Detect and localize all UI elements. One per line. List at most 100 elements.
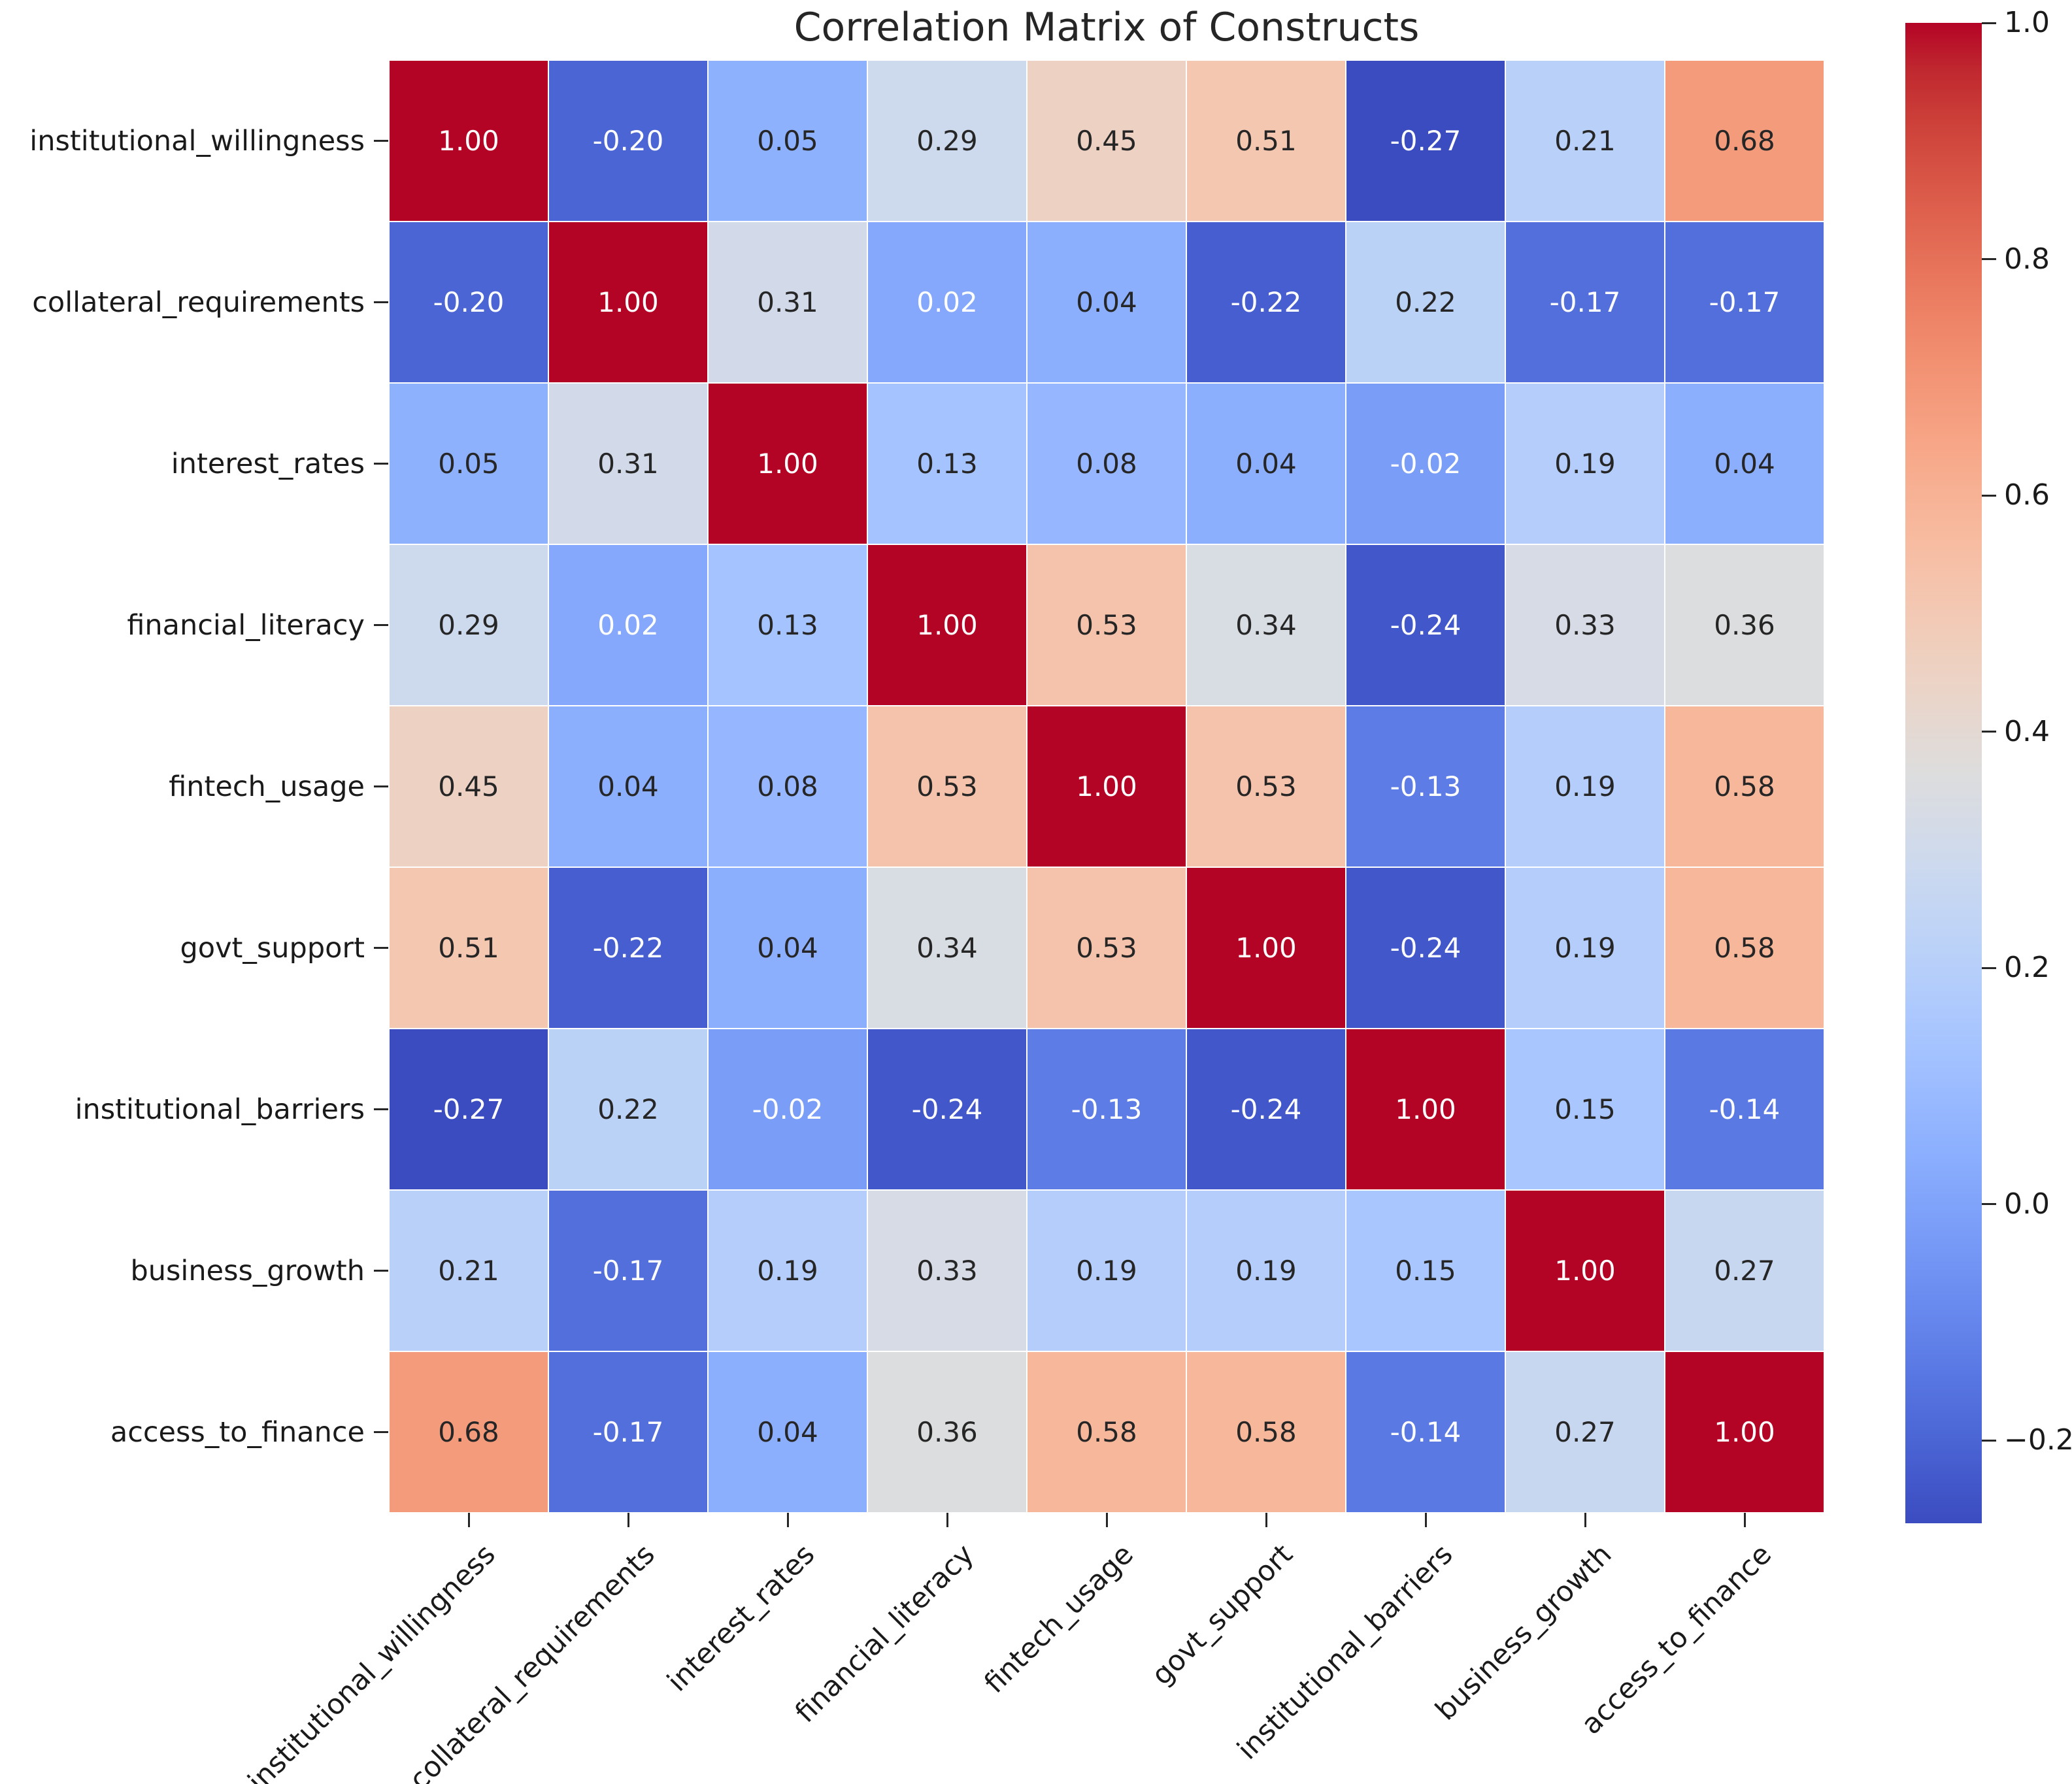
y-tick-label: access_to_finance bbox=[110, 1415, 365, 1449]
cell-value: -0.24 bbox=[1390, 609, 1462, 641]
cell-value: 1.00 bbox=[438, 125, 499, 157]
heatmap-cell: 0.29 bbox=[389, 544, 548, 706]
heatmap-cell: 0.36 bbox=[867, 1351, 1027, 1513]
cell-value: -0.22 bbox=[592, 932, 664, 964]
cell-value: 1.00 bbox=[916, 609, 978, 641]
y-tick-label: collateral_requirements bbox=[32, 286, 365, 319]
cell-value: 0.08 bbox=[1076, 448, 1137, 480]
cell-value: 0.31 bbox=[757, 286, 818, 318]
x-tick-mark bbox=[1424, 1513, 1427, 1527]
cell-value: 0.68 bbox=[438, 1416, 499, 1448]
cell-value: 0.15 bbox=[1395, 1255, 1456, 1287]
cell-value: -0.20 bbox=[433, 286, 505, 318]
heatmap-cell: 0.68 bbox=[389, 1351, 548, 1513]
x-tick-mark bbox=[1265, 1513, 1267, 1527]
heatmap-cell: 0.19 bbox=[1186, 1190, 1346, 1351]
cell-value: 0.22 bbox=[597, 1093, 659, 1125]
cell-value: 0.02 bbox=[597, 609, 659, 641]
cell-value: -0.24 bbox=[1230, 1093, 1302, 1125]
cell-value: 0.08 bbox=[757, 770, 818, 802]
cell-value: 0.04 bbox=[1235, 448, 1297, 480]
cell-value: 0.36 bbox=[916, 1416, 978, 1448]
heatmap-cell: -0.27 bbox=[1346, 60, 1505, 222]
y-tick-mark bbox=[374, 463, 388, 465]
heatmap-cell: 0.15 bbox=[1346, 1190, 1505, 1351]
cell-value: 1.00 bbox=[1554, 1255, 1616, 1287]
cell-value: 0.45 bbox=[438, 770, 499, 802]
cell-value: -0.27 bbox=[1390, 125, 1462, 157]
y-tick-mark bbox=[374, 1431, 388, 1433]
cell-value: 0.58 bbox=[1076, 1416, 1137, 1448]
heatmap-cell: 0.36 bbox=[1665, 544, 1824, 706]
heatmap-cell: 0.15 bbox=[1505, 1029, 1665, 1190]
cell-value: -0.20 bbox=[592, 125, 664, 157]
y-tick-mark bbox=[374, 947, 388, 949]
heatmap-cell: 0.19 bbox=[1505, 706, 1665, 867]
cell-value: 0.04 bbox=[757, 1416, 818, 1448]
heatmap-cell: 0.19 bbox=[1505, 867, 1665, 1029]
heatmap-cell: -0.17 bbox=[1505, 222, 1665, 383]
colorbar-tick-mark bbox=[1982, 731, 1996, 733]
cell-value: 0.13 bbox=[757, 609, 818, 641]
x-tick-label: financial_literacy bbox=[789, 1538, 981, 1730]
cell-value: 0.58 bbox=[1714, 932, 1775, 964]
cell-value: -0.02 bbox=[1390, 448, 1462, 480]
y-tick-mark bbox=[374, 1270, 388, 1272]
heatmap-cell: 0.04 bbox=[708, 1351, 867, 1513]
heatmap-cell: 0.53 bbox=[1186, 706, 1346, 867]
y-tick-mark bbox=[374, 624, 388, 626]
cell-value: 0.05 bbox=[438, 448, 499, 480]
x-tick-label: fintech_usage bbox=[978, 1538, 1141, 1700]
cell-value: 0.29 bbox=[916, 125, 978, 157]
heatmap-cell: -0.24 bbox=[1186, 1029, 1346, 1190]
cell-value: 0.19 bbox=[757, 1255, 818, 1287]
colorbar-tick-label: 0.0 bbox=[2004, 1187, 2050, 1221]
cell-value: 0.19 bbox=[1554, 770, 1616, 802]
heatmap-cell: 0.53 bbox=[1027, 544, 1186, 706]
colorbar-tick-mark bbox=[1982, 1439, 1996, 1442]
heatmap-cell: -0.24 bbox=[1346, 544, 1505, 706]
cell-value: 0.04 bbox=[1714, 448, 1775, 480]
heatmap-cell: 0.08 bbox=[708, 706, 867, 867]
colorbar-gradient bbox=[1905, 23, 1982, 1523]
heatmap-cell: 0.27 bbox=[1505, 1351, 1665, 1513]
y-tick-label: interest_rates bbox=[171, 447, 365, 480]
y-tick-label: govt_support bbox=[180, 931, 365, 965]
heatmap-cell: 1.00 bbox=[1027, 706, 1186, 867]
y-tick-label: fintech_usage bbox=[169, 770, 365, 803]
heatmap-cell: 0.68 bbox=[1665, 60, 1824, 222]
x-tick-mark bbox=[1743, 1513, 1746, 1527]
heatmap-cell: 0.58 bbox=[1027, 1351, 1186, 1513]
heatmap-cell: 1.00 bbox=[389, 60, 548, 222]
heatmap-cell: 0.04 bbox=[548, 706, 708, 867]
heatmap-cell: 0.22 bbox=[548, 1029, 708, 1190]
heatmap-cell: 0.29 bbox=[867, 60, 1027, 222]
heatmap-cell: -0.13 bbox=[1346, 706, 1505, 867]
cell-value: -0.13 bbox=[1390, 770, 1462, 802]
heatmap-cell: -0.27 bbox=[389, 1029, 548, 1190]
cell-value: 0.04 bbox=[597, 770, 659, 802]
heatmap-cell: 0.53 bbox=[867, 706, 1027, 867]
cell-value: 0.29 bbox=[438, 609, 499, 641]
heatmap-cell: 0.04 bbox=[1665, 383, 1824, 544]
heatmap-cell: 0.13 bbox=[708, 544, 867, 706]
cell-value: 1.00 bbox=[1395, 1093, 1456, 1125]
cell-value: 0.27 bbox=[1554, 1416, 1616, 1448]
heatmap-cell: -0.24 bbox=[867, 1029, 1027, 1190]
x-tick-mark bbox=[786, 1513, 789, 1527]
x-tick-label: govt_support bbox=[1145, 1538, 1300, 1692]
cell-value: 0.53 bbox=[916, 770, 978, 802]
cell-value: 1.00 bbox=[1714, 1416, 1775, 1448]
cell-value: 0.19 bbox=[1235, 1255, 1297, 1287]
cell-value: 1.00 bbox=[757, 448, 818, 480]
heatmap-cell: 0.27 bbox=[1665, 1190, 1824, 1351]
heatmap-cell: 0.21 bbox=[1505, 60, 1665, 222]
heatmap-cell: 0.19 bbox=[708, 1190, 867, 1351]
cell-value: 0.45 bbox=[1076, 125, 1137, 157]
colorbar-tick-label: 0.2 bbox=[2004, 951, 2050, 985]
cell-value: 1.00 bbox=[597, 286, 659, 318]
heatmap-cell: -0.17 bbox=[548, 1190, 708, 1351]
x-tick-mark bbox=[1105, 1513, 1108, 1527]
cell-value: 0.19 bbox=[1554, 448, 1616, 480]
